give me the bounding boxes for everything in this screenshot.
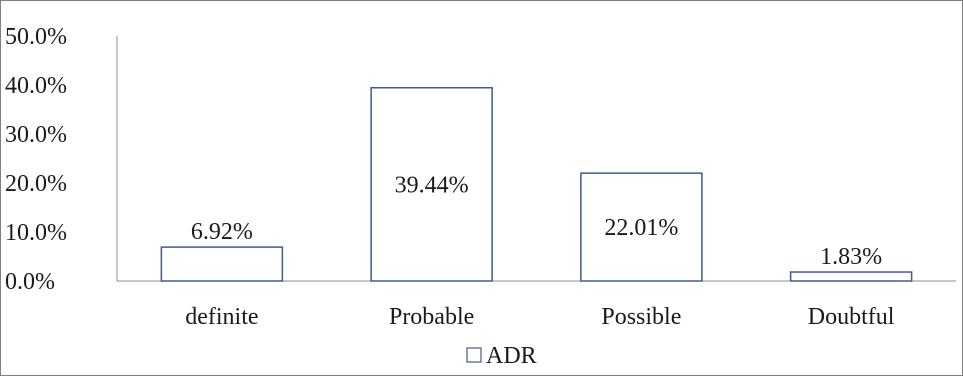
x-tick-label: Possible xyxy=(601,304,681,330)
legend-swatch xyxy=(466,347,482,363)
y-axis: 0.0% 10.0% 20.0% 30.0% 40.0% 50.0% xyxy=(5,24,118,295)
data-label: 39.44% xyxy=(395,172,469,198)
y-tick-label: 30.0% xyxy=(5,122,67,148)
bar-possible xyxy=(580,172,703,282)
x-tick-label: Probable xyxy=(389,304,474,330)
data-label: 6.92% xyxy=(191,219,253,245)
data-label: 22.01% xyxy=(604,215,678,241)
y-tick-label: 40.0% xyxy=(5,73,67,99)
bars xyxy=(160,86,913,282)
bar-definite xyxy=(160,246,284,282)
y-tick-label: 10.0% xyxy=(5,220,67,246)
data-label: 1.83% xyxy=(820,244,882,270)
y-tick-label: 0.0% xyxy=(5,269,55,295)
y-tick-label: 20.0% xyxy=(5,171,67,197)
y-tick-label: 50.0% xyxy=(5,24,67,50)
bar-probable xyxy=(370,86,493,282)
data-labels: 6.92% 39.44% 22.01% 1.83% xyxy=(191,172,882,270)
x-axis: definite Probable Possible Doubtful xyxy=(117,280,956,330)
legend-label: ADR xyxy=(486,343,537,369)
x-tick-label: Doubtful xyxy=(808,304,895,330)
x-tick-label: definite xyxy=(185,304,258,330)
bar-doubtful xyxy=(789,271,913,282)
legend: ADR xyxy=(466,343,537,369)
